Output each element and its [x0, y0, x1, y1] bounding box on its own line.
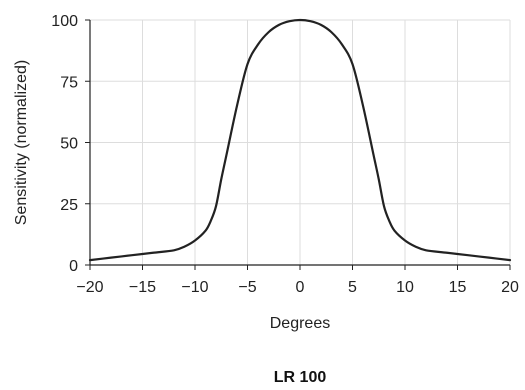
y-axis-title: Sensitivity (normalized): [13, 60, 30, 225]
x-tick-label: −20: [76, 279, 103, 296]
x-tick-label: 10: [396, 279, 414, 296]
y-tick-label: 75: [60, 74, 78, 91]
x-tick-label: −15: [129, 279, 156, 296]
y-tick-label: 100: [51, 13, 78, 30]
chart-caption: LR 100: [274, 369, 327, 386]
x-tick-label: −10: [181, 279, 208, 296]
y-tick-label: 25: [60, 197, 78, 214]
y-tick-label: 0: [69, 258, 78, 275]
grid-lines: [89, 19, 511, 266]
series-layer: [88, 18, 512, 262]
tick-labels: −20 −15 −10 −5 0 5 10 15 20 0 25 50 75 100: [51, 13, 519, 296]
x-tick-label: 0: [296, 279, 305, 296]
axes: [85, 19, 511, 270]
x-tick-label: 15: [449, 279, 467, 296]
y-tick-label: 50: [60, 136, 78, 153]
x-tick-label: 5: [348, 279, 357, 296]
x-tick-label: −5: [238, 279, 256, 296]
x-tick-label: 20: [501, 279, 519, 296]
series-line: [88, 18, 512, 262]
x-axis-title: Degrees: [270, 315, 330, 332]
